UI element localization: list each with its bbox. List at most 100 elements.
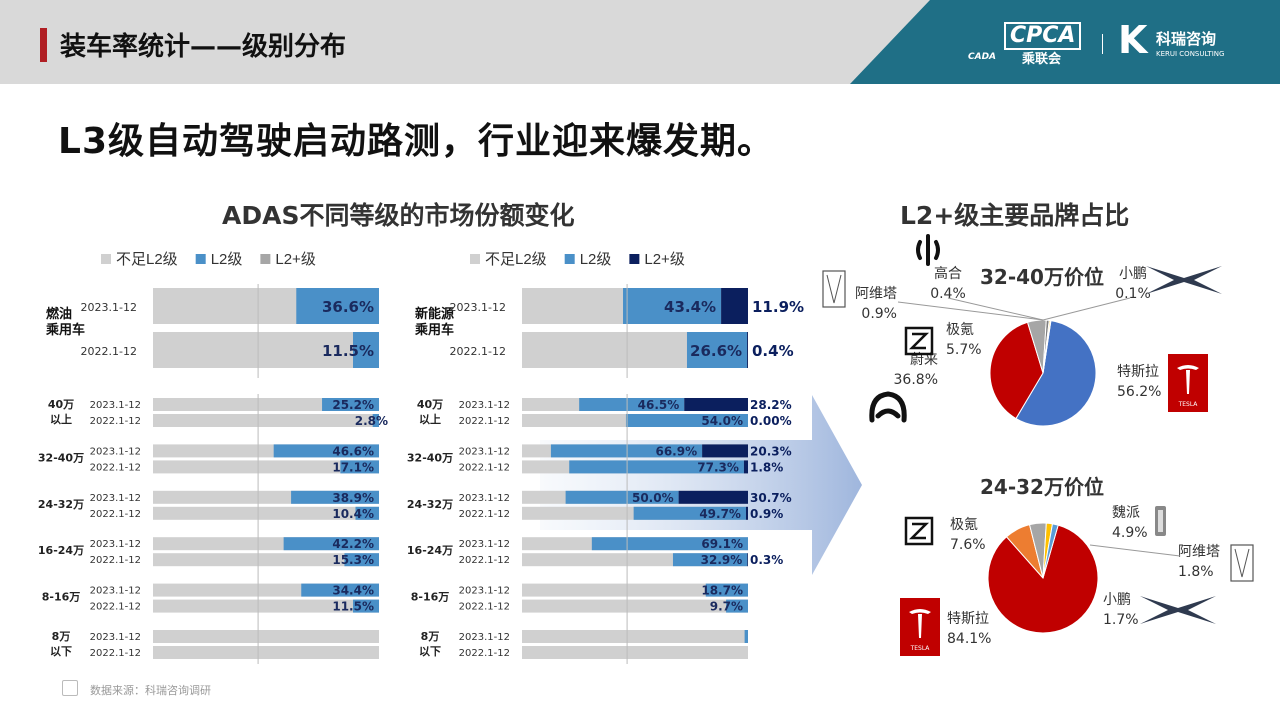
data-label-l2plus: 28.2%: [750, 398, 792, 412]
legend-swatch-1: [564, 254, 575, 264]
bar-l2: [565, 490, 679, 504]
bar-l2plus: [747, 553, 748, 567]
data-label-l2plus: 0.4%: [752, 342, 794, 360]
kerui-logo-cn: 科瑞咨询: [1156, 30, 1217, 48]
group-label: 32-40万: [38, 451, 84, 464]
nio-icon: [869, 391, 907, 423]
legend-label-1: L2级: [580, 251, 612, 268]
kerui-logo-en: KERUI CONSULTING: [1156, 50, 1225, 58]
pie-slice-1: [989, 321, 1044, 420]
bar-below-l2: [153, 460, 379, 474]
bar-l2: [686, 332, 748, 368]
hiphi-icon: [916, 234, 940, 266]
data-label-l2plus: 30.7%: [750, 491, 792, 505]
legend-swatch-0: [101, 254, 111, 264]
tesla-icon: TESLA: [1168, 354, 1208, 412]
group-label: 32-40万: [407, 451, 453, 464]
period-label: 2022.1-12: [459, 648, 510, 659]
bar-below-l2: [153, 553, 379, 567]
pie-slice-name-5: 小鹏: [1119, 266, 1147, 282]
pie-slice-value-0: 84.1%: [947, 631, 991, 647]
period-label: 2023.1-12: [90, 400, 141, 411]
logo-divider: [1102, 34, 1103, 54]
data-label-l2: 15.3%: [332, 553, 374, 567]
group-label-top: 新能源: [415, 306, 454, 322]
data-label-l2plus: 1.8%: [750, 460, 783, 474]
adas-chart-title: ADAS不同等级的市场份额变化: [222, 201, 575, 230]
period-label: 2022.1-12: [459, 509, 510, 520]
data-label-l2: 42.2%: [332, 537, 374, 551]
group-label: 16-24万: [38, 544, 84, 557]
cpca-logo: CADA CPCA 乘联会: [968, 22, 1088, 67]
bar-l2plus: [684, 398, 748, 411]
period-label: 2023.1-12: [90, 493, 141, 504]
bar-l2: [672, 553, 748, 567]
bar-l2plus: [678, 490, 748, 504]
data-label-l2plus: 0.9%: [750, 507, 783, 521]
period-label: 2023.1-12: [90, 632, 141, 643]
data-label-l2plus: 11.9%: [752, 298, 804, 316]
period-label: 2022.1-12: [459, 462, 510, 473]
data-label-l2: 26.6%: [690, 342, 742, 360]
wey-icon: [1155, 506, 1166, 536]
pie-title: 32-40万价位: [980, 265, 1104, 289]
pie-slice-name-2: 魏派: [1112, 505, 1140, 521]
pie-slice-name-3: 阿维塔: [1178, 544, 1220, 560]
bar-l2: [579, 398, 685, 411]
bar-l2: [744, 630, 748, 643]
pie-slice-value-4: 0.4%: [930, 286, 966, 302]
bar-below-l2: [522, 583, 748, 597]
pie-slice-value-1: 7.6%: [950, 537, 986, 553]
group-label: 以上: [419, 412, 441, 426]
group-label-top: 乘用车: [414, 322, 454, 338]
data-label-l2: 17.1%: [332, 460, 374, 474]
period-label: 2023.1-12: [459, 400, 510, 411]
period-label: 2022.1-12: [459, 555, 510, 566]
data-label-l2: 50.0%: [632, 491, 674, 505]
period-label: 2022.1-12: [450, 345, 506, 358]
group-label-top: 燃油: [46, 306, 72, 322]
bar-l2: [550, 444, 703, 458]
cpca-logo-mark: CADA: [968, 52, 997, 62]
data-label-l2: 2.8%: [355, 414, 388, 428]
data-label-l2: 9.7%: [710, 600, 743, 614]
avatar-brand-icon: [1230, 544, 1254, 582]
group-label: 8-16万: [411, 591, 450, 604]
pie-slice-name-0: 特斯拉: [1117, 364, 1159, 380]
avatar-brand-icon: [822, 270, 846, 308]
period-label: 2023.1-12: [90, 539, 141, 550]
data-label-l2: 66.9%: [655, 444, 697, 458]
bar-l2: [301, 583, 379, 597]
bar-l2: [705, 583, 748, 597]
group-label: 以下: [50, 645, 72, 658]
data-source: 数据来源：科瑞咨询调研: [90, 684, 211, 697]
bar-l2: [633, 506, 746, 520]
pie-slice-value-0: 56.2%: [1117, 384, 1161, 400]
pie-slice-5: [1042, 319, 1052, 374]
data-label-l2plus: 0.00%: [750, 414, 792, 428]
transition-arrow: [540, 395, 862, 575]
bar-l2: [344, 553, 379, 567]
bar-below-l2: [153, 630, 379, 643]
group-label: 40万: [48, 398, 74, 411]
title-accent-bar: [40, 28, 47, 62]
data-label-l2plus: 20.3%: [750, 444, 792, 458]
data-label-l2: 38.9%: [332, 491, 374, 505]
period-label: 2023.1-12: [459, 493, 510, 504]
headline: L3级自动驾驶启动路测，行业迎来爆发期。: [58, 121, 774, 162]
group-label: 以下: [419, 645, 441, 658]
period-label: 2023.1-12: [459, 539, 510, 550]
kerui-logo-mark: K: [1118, 18, 1148, 62]
data-label-l2: 43.4%: [664, 298, 716, 316]
period-label: 2022.1-12: [459, 416, 510, 427]
leader-line-5: [1042, 297, 1131, 321]
legend-swatch-2: [629, 254, 640, 264]
group-label: 24-32万: [407, 498, 453, 511]
group-label: 以上: [50, 412, 72, 426]
period-label: 2022.1-12: [90, 602, 141, 613]
period-label: 2022.1-12: [90, 555, 141, 566]
bar-l2: [569, 460, 744, 474]
pie-slice-0: [987, 524, 1099, 634]
tesla-icon: TESLA: [900, 598, 940, 656]
leader-line-4: [947, 297, 1044, 321]
